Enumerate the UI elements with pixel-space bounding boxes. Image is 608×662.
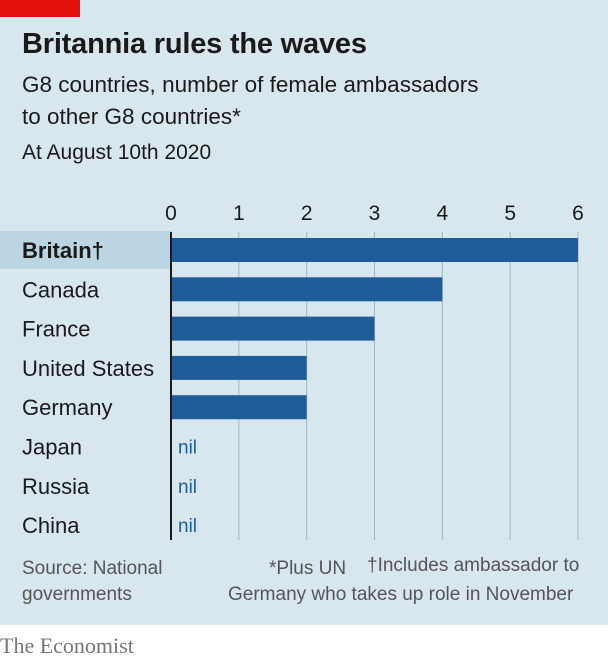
bar [171, 395, 307, 420]
category-label-layer: Britain† Canada France United States Germany… [22, 238, 197, 538]
x-tick-label: 1 [233, 202, 245, 225]
category-label: Japan [22, 435, 82, 460]
category-label: France [22, 317, 90, 342]
bar [171, 277, 443, 302]
x-tick-label: 2 [301, 202, 313, 225]
footnote-dagger-line1: †Includes ambassador to [367, 555, 580, 576]
chart-title: Britannia rules the waves [22, 28, 367, 60]
economist-logo: The Economist [0, 633, 134, 658]
chart-subtitle-line1: G8 countries, number of female ambassado… [22, 72, 479, 97]
x-tick-label: 5 [504, 202, 516, 225]
bar-layer [171, 238, 578, 420]
source-line1: Source: National [22, 558, 163, 579]
brand-red-tag [0, 0, 80, 17]
highlight-band [0, 231, 171, 269]
category-label: United States [22, 356, 154, 381]
value-label: nil [178, 516, 197, 537]
category-label: Russia [22, 474, 90, 499]
category-label: China [22, 513, 80, 538]
bar [171, 316, 375, 341]
highlight-layer [0, 231, 171, 269]
bar [171, 355, 307, 380]
x-tick-label: 4 [436, 202, 448, 225]
category-label: Canada [22, 277, 100, 302]
value-label: nil [178, 438, 197, 459]
category-label: Germany [22, 395, 112, 420]
chart-panel [0, 0, 608, 625]
bar [171, 238, 578, 262]
x-tick-label: 0 [165, 202, 177, 225]
footnote-dagger-line2: Germany who takes up role in November [228, 584, 574, 605]
x-tick-label: 6 [572, 202, 584, 225]
chart-subtitle-line2: to other G8 countries* [22, 104, 241, 129]
value-label: nil [178, 477, 197, 498]
date-note: At August 10th 2020 [22, 141, 212, 164]
tick-label-layer: 0 1 2 3 4 5 6 [165, 202, 584, 225]
x-tick-label: 3 [369, 202, 381, 225]
source-line2: governments [22, 584, 132, 605]
category-label: Britain† [22, 238, 104, 263]
footnote-star: *Plus UN [269, 558, 347, 579]
